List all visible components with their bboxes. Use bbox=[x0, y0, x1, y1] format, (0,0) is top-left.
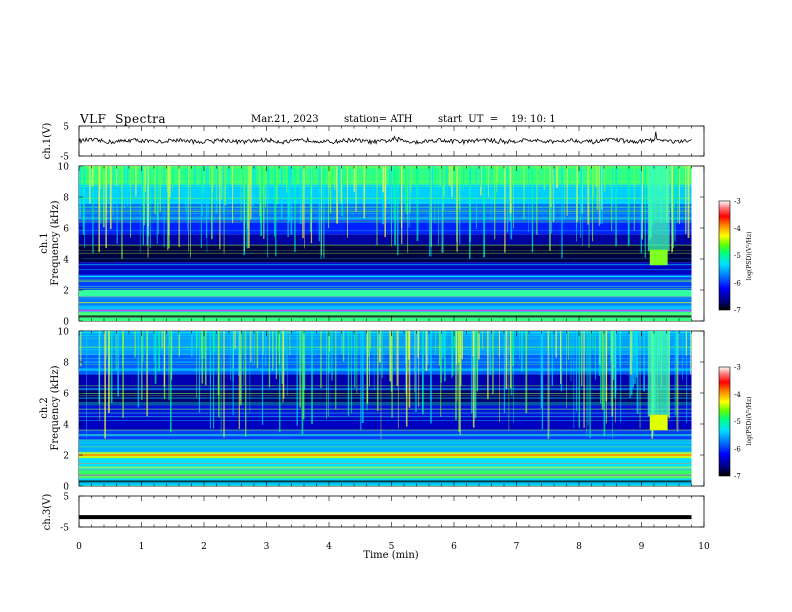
ch2-spectrogram-image bbox=[79, 331, 692, 486]
figure-title: VLF Spectra bbox=[80, 112, 167, 126]
x-tick-label: 3 bbox=[264, 542, 270, 552]
spectrogram-event bbox=[647, 166, 670, 252]
spectrogram-band bbox=[79, 305, 692, 312]
x-tick-label: 7 bbox=[514, 542, 520, 552]
ch1-spectrogram-image bbox=[79, 166, 692, 321]
y-tick-label: 0 bbox=[63, 318, 69, 328]
spectrogram-band bbox=[79, 234, 692, 246]
colorbar-tick-label: -5 bbox=[734, 418, 741, 426]
colorbar-tick-labels: -3 -4 -5 -6 -7 -3 -4 -5 -6 -7 bbox=[734, 198, 741, 481]
x-tick-label: 8 bbox=[576, 542, 582, 552]
colorbar-tick-label: -5 bbox=[734, 252, 741, 260]
y-tick-label: 4 bbox=[63, 256, 69, 266]
ch1-waveform-trace bbox=[78, 131, 692, 146]
ch1-spectrogram-ylabel-frequency: Frequency (kHz) bbox=[50, 200, 61, 285]
y-tick-label: 0 bbox=[63, 483, 69, 493]
spectrogram-band bbox=[79, 290, 692, 297]
spectrogram-band bbox=[79, 439, 692, 452]
colorbar-tick-label: -3 bbox=[734, 198, 741, 206]
y-tick-label: -5 bbox=[60, 153, 69, 163]
y-tick-label: -5 bbox=[60, 524, 69, 534]
spectrogram-event-core bbox=[649, 249, 668, 266]
ch2-colorbar-label: log(PSD)(V²/Hz) bbox=[746, 397, 753, 446]
date-label: Mar.21, 2023 bbox=[251, 114, 319, 125]
x-tick-label: 2 bbox=[201, 542, 207, 552]
y-tick-label: 8 bbox=[63, 194, 69, 204]
colorbar-tick-label: -7 bbox=[734, 307, 741, 315]
axis-ticks bbox=[78, 125, 705, 528]
ch1-colorbar bbox=[718, 200, 731, 311]
spectrogram-band bbox=[79, 470, 692, 479]
y-tick-label: 6 bbox=[63, 225, 69, 235]
ch2-colorbar bbox=[718, 366, 731, 477]
x-tick-label: 5 bbox=[389, 542, 395, 552]
y-tick-label: 2 bbox=[63, 287, 69, 297]
x-tick-label: 10 bbox=[698, 542, 710, 552]
y-tick-label: 6 bbox=[63, 390, 69, 400]
y-tick-label: 10 bbox=[58, 163, 70, 173]
y-tick-label: 5 bbox=[63, 123, 69, 133]
colorbar-tick-label: -3 bbox=[734, 364, 741, 372]
x-tick-label: 9 bbox=[639, 542, 645, 552]
ch1-colorbar-label: log(PSD)(V²/Hz) bbox=[746, 232, 753, 281]
spectrogram-event bbox=[647, 331, 670, 417]
spectrogram-band bbox=[79, 405, 692, 417]
x-tick-labels: 0 1 2 3 4 5 6 7 8 9 10 bbox=[76, 542, 710, 552]
colorbar-tick-label: -7 bbox=[734, 473, 741, 481]
colorbar-tick-label: -4 bbox=[734, 391, 741, 399]
y-tick-label: 2 bbox=[63, 452, 69, 462]
colorbar-tick-label: -6 bbox=[734, 445, 741, 453]
y-tick-label: 4 bbox=[63, 421, 69, 431]
station-label: station= ATH bbox=[344, 114, 413, 125]
spectrogram-band bbox=[79, 296, 692, 306]
x-tick-label: 4 bbox=[326, 542, 332, 552]
ch2-spectrogram-ylabel-channel: ch.2 bbox=[39, 397, 50, 419]
y-tick-label: 5 bbox=[63, 493, 69, 503]
start-time-label: start UT = 19: 10: 1 bbox=[438, 114, 556, 125]
ch1-waveform-ylabel: ch.1(V) bbox=[42, 123, 53, 160]
x-axis-label: Time (min) bbox=[363, 550, 418, 561]
colorbar-tick-label: -4 bbox=[734, 225, 741, 233]
ch3-waveform-ylabel: ch.3(V) bbox=[42, 494, 53, 531]
spectrogram-band bbox=[79, 331, 692, 355]
x-tick-label: 6 bbox=[451, 542, 457, 552]
ch2-spectrogram-ylabel-frequency: Frequency (kHz) bbox=[50, 365, 61, 450]
ch1-spectrogram-ylabel-channel: ch.1 bbox=[39, 232, 50, 254]
spectrogram-band bbox=[79, 416, 692, 431]
x-tick-label: 1 bbox=[139, 542, 145, 552]
spectrogram-event-core bbox=[649, 414, 668, 431]
x-tick-label: 0 bbox=[76, 542, 82, 552]
y-tick-label: 10 bbox=[58, 328, 70, 338]
colorbar-tick-label: -6 bbox=[734, 279, 741, 287]
y-tick-label: 8 bbox=[63, 359, 69, 369]
